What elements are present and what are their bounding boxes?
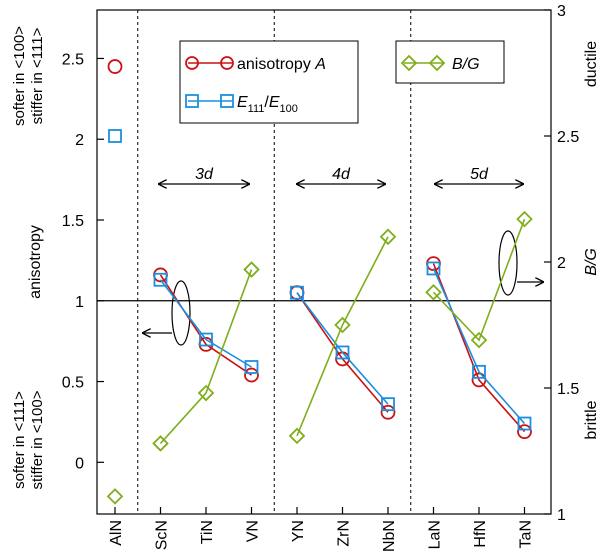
left-axis-label: anisotropy xyxy=(27,225,44,299)
point-anisotropy-TaN xyxy=(517,424,532,440)
left-tick-label: 2.5 xyxy=(62,51,84,68)
point-bg-TiN xyxy=(197,384,215,402)
right-tick-label: 2.5 xyxy=(557,129,579,146)
ductile-label: ductile xyxy=(583,41,600,87)
plot-frame xyxy=(96,9,552,515)
point-ratio-TaN xyxy=(517,416,532,431)
legend-ratio-e-num-sub: 111 xyxy=(248,103,265,115)
upper-side-label-2: stiffer in <111> xyxy=(29,27,46,124)
group-3d-label: 3d xyxy=(195,166,214,183)
legend-frame-anisotropy xyxy=(179,40,359,124)
brittle-label: brittle xyxy=(583,400,600,439)
legend-bg-label: B/G xyxy=(452,56,480,73)
legend-ratio-swatch-marker-right xyxy=(220,94,234,108)
left-tick-label: 0.5 xyxy=(62,375,84,392)
point-bg-AlN xyxy=(106,488,124,505)
point-ratio-ZrN xyxy=(335,345,350,360)
right-tick-label: 3 xyxy=(557,3,566,20)
series-line-ratio xyxy=(432,268,526,425)
x-tick-label: TaN xyxy=(518,520,535,548)
left-tick-label: 2 xyxy=(75,132,84,149)
x-tick-label: LaN xyxy=(427,520,444,549)
point-bg-VN xyxy=(243,261,260,278)
point-ratio-AlN xyxy=(108,129,122,143)
legend-anisotropy-swatch-marker-right xyxy=(220,56,234,70)
series-line-bg xyxy=(296,236,389,437)
legend-ratio-slash: / xyxy=(264,94,269,111)
point-bg-TaN xyxy=(516,210,533,228)
legend-anisotropy-label: anisotropy A xyxy=(237,56,326,73)
legend-box-bg: B/G xyxy=(395,40,505,84)
point-anisotropy-AlN xyxy=(107,59,123,74)
series-line-anisotropy xyxy=(159,274,252,376)
point-bg-NbN xyxy=(379,228,397,246)
left-tick-label: 0 xyxy=(75,455,84,472)
group-4d: 4d xyxy=(296,166,386,184)
x-tick-label: TiN xyxy=(199,520,216,544)
legend-anisotropy-symbol: A xyxy=(314,56,326,73)
left-tick-label: 1.5 xyxy=(62,213,84,230)
point-anisotropy-NbN xyxy=(380,404,396,420)
legend-ratio-e-den-sub: 100 xyxy=(280,103,298,115)
right-tick-label: 1.5 xyxy=(557,381,579,398)
point-ratio-NbN xyxy=(381,397,395,412)
legend-ratio-swatch-marker-left xyxy=(185,94,199,108)
left-axis-indicator-ellipse xyxy=(171,280,191,346)
right-axis-indicator xyxy=(498,230,544,296)
group-4d-label: 4d xyxy=(332,166,351,183)
point-ratio-YN xyxy=(290,285,304,300)
series-layer xyxy=(106,59,533,505)
legend-bg-swatch-marker-right xyxy=(428,54,446,72)
legend-box-anisotropy: anisotropy A E111/E100 xyxy=(179,40,359,124)
upper-side-label-1: softer in <100> xyxy=(11,26,28,126)
point-bg-HfN xyxy=(470,331,488,349)
x-tick-label: YN xyxy=(290,520,307,542)
left-axis-indicator xyxy=(142,280,191,346)
series-line-bg xyxy=(432,218,526,342)
left-tick-label: 1 xyxy=(75,294,84,311)
point-ratio-LaN xyxy=(426,261,441,276)
point-ratio-HfN xyxy=(472,364,486,379)
x-tick-label: VN xyxy=(245,520,262,542)
point-ratio-ScN xyxy=(153,272,168,287)
x-tick-label: ScN xyxy=(154,520,171,550)
group-3d: 3d xyxy=(158,166,250,184)
x-tick-label: NbN xyxy=(381,520,398,552)
legend-frame-bg xyxy=(395,40,505,84)
point-bg-LaN xyxy=(425,283,442,301)
series-line-ratio xyxy=(159,279,252,368)
right-axis-indicator-ellipse xyxy=(498,230,518,296)
point-bg-ScN xyxy=(152,435,169,452)
series-line-ratio xyxy=(296,292,389,405)
legend-ratio-label: E111/E100 xyxy=(237,94,298,115)
right-tick-label: 1 xyxy=(557,507,566,524)
right-tick-label: 2 xyxy=(557,255,566,272)
x-tick-label: ZrN xyxy=(336,520,353,547)
legend-anisotropy-key: anisotropy A xyxy=(185,56,326,73)
legend-ratio-key: E111/E100 xyxy=(185,94,298,115)
tick-layer: 0 0.5 1 1.5 2 2.5 1 1.5 2 2.5 3 AlN ScN TiN VN YN ZrN NbN… xyxy=(62,3,580,552)
point-bg-ZrN xyxy=(334,316,351,334)
point-ratio-TiN xyxy=(199,332,213,347)
x-tick-label: HfN xyxy=(472,520,489,548)
group-5d: 5d xyxy=(434,166,524,184)
lower-side-label-1: softer in <111> xyxy=(11,391,28,489)
point-anisotropy-VN xyxy=(244,367,259,383)
legend-ratio-e-den: E xyxy=(269,94,280,111)
right-axis-label: B/G xyxy=(583,248,600,276)
point-bg-YN xyxy=(288,427,306,445)
series-line-bg xyxy=(159,269,253,444)
legend-ratio-e-num: E xyxy=(237,94,248,111)
group-5d-label: 5d xyxy=(470,166,489,183)
legend-anisotropy-swatch-marker-left xyxy=(185,56,199,70)
legend-bg-swatch-marker-left xyxy=(400,54,418,72)
x-tick-label: AlN xyxy=(108,520,125,546)
lower-side-label-2: stiffer in <100> xyxy=(29,390,46,489)
point-ratio-VN xyxy=(244,360,259,374)
legend-anisotropy-prefix: anisotropy xyxy=(237,56,311,73)
